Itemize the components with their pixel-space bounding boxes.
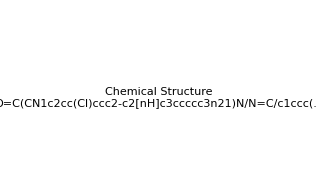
Text: Chemical Structure
O=C(CN1c2cc(Cl)ccc2-c2[nH]c3ccccc3n21)N/N=C/c1ccc(...: Chemical Structure O=C(CN1c2cc(Cl)ccc2-c…	[0, 87, 318, 108]
